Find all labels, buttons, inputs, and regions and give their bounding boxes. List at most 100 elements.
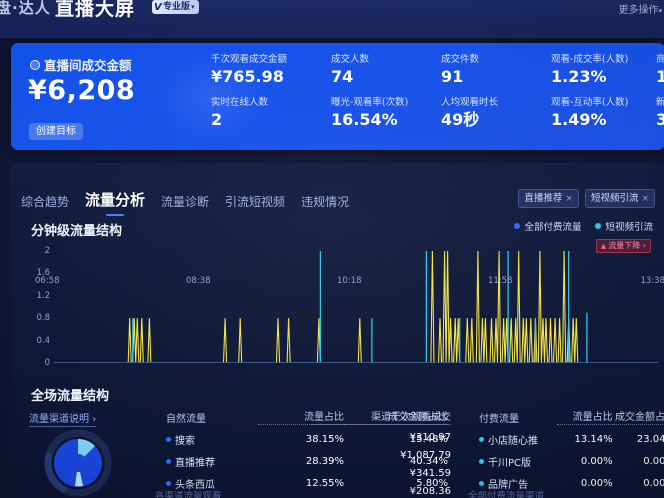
chevron-down-icon: ▾ bbox=[658, 7, 662, 15]
chart-plot-area[interactable] bbox=[54, 251, 658, 363]
kpi-metric-value: ¥765.98 bbox=[211, 67, 284, 86]
x-tick-label: 13:38 bbox=[640, 276, 664, 286]
channel-explanation-label: 流量渠道说明 bbox=[29, 414, 89, 425]
row-swatch bbox=[166, 437, 171, 442]
kpi-column-4: 观看-成交率(人数) 1.23% 观看-互动率(人数) 1.49% bbox=[551, 53, 664, 139]
y-tick-label: 0.4 bbox=[36, 335, 50, 346]
warning-triangle-icon: ▲ bbox=[600, 242, 607, 250]
kpi-column-1: 千次观看成交金额 ¥765.98 实时在线人数 2 bbox=[211, 53, 361, 139]
kpi-summary-card: 直播间成交金额 ¥6,208 创建目标 千次观看成交金额 ¥765.98 实时在… bbox=[11, 43, 664, 150]
breadcrumb[interactable]: 盘·达人 bbox=[0, 0, 51, 17]
create-goal-button[interactable]: 创建目标 bbox=[29, 123, 83, 140]
x-tick-label: 08:38 bbox=[186, 276, 211, 286]
y-tick-label: 1.6 bbox=[36, 268, 50, 279]
legend-swatch bbox=[595, 223, 602, 229]
row-swatch bbox=[166, 459, 171, 464]
kpi-metric-name: 人均观看时长 bbox=[441, 97, 499, 108]
table-row: ¥1,087.79 bbox=[311, 450, 461, 461]
table-header-row: 付费流量 流量占比 成交金额占比 bbox=[479, 408, 664, 425]
kpi-column-5-clipped: 商品曝光人数 15 新增粉丝数 3 bbox=[656, 53, 664, 139]
donut-svg bbox=[44, 429, 112, 497]
row-name: 直播推荐 bbox=[175, 458, 215, 469]
natural-traffic-table: 自然流量 流量占比 成交金额占比 搜索 38.15% 15.48% 直播推荐 2… bbox=[166, 408, 466, 498]
chip-label: 短视频引流 bbox=[590, 193, 639, 204]
table-row: 搜索 38.15% 15.48% bbox=[166, 432, 466, 447]
tab-traffic-diagnosis[interactable]: 流量诊断 bbox=[161, 195, 210, 209]
table-row: ¥341.59 bbox=[311, 468, 461, 479]
traffic-drop-alert-badge[interactable]: ▲ 流量下降 › bbox=[595, 239, 651, 253]
table-row: 小店随心推 13.14% 23.04% bbox=[479, 432, 664, 447]
kpi-metric-value: 49秒 bbox=[441, 110, 480, 129]
table-row: 直播推荐 28.39% 40.34% bbox=[166, 454, 466, 469]
close-icon[interactable]: × bbox=[565, 194, 573, 204]
flow-structure-title: 全场流量结构 bbox=[31, 389, 110, 404]
gmv-label: 直播间成交金额 bbox=[30, 55, 132, 74]
pro-version-badge[interactable]: V 专业版▾ bbox=[152, 0, 199, 14]
chevron-right-icon: › bbox=[92, 414, 97, 425]
row-share: 28.39% bbox=[305, 456, 344, 467]
legend-label: 全部付费流量 bbox=[524, 222, 582, 233]
kpi-metric-value: 1.23% bbox=[551, 67, 607, 86]
analysis-panel: 综合趋势 流量分析 流量诊断 引流短视频 违规情况 直播推荐 × 短视频引流 × 分… bbox=[11, 163, 664, 498]
kpi-metric-value: 15 bbox=[656, 67, 664, 86]
row-cpm: ¥310.97 bbox=[409, 432, 451, 443]
chart-series-直播推荐 bbox=[54, 251, 658, 363]
kpi-metric: 千次观看成交金额 ¥765.98 bbox=[211, 53, 361, 87]
kpi-metric-value: 3 bbox=[656, 110, 664, 129]
row-name: 品牌广告 bbox=[488, 480, 528, 491]
kpi-metric-name: 成交件数 bbox=[441, 54, 480, 65]
pro-badge-label: 专业版 bbox=[163, 2, 191, 12]
y-tick-label: 2 bbox=[44, 246, 50, 256]
more-actions-button[interactable]: 更多操作▾ bbox=[618, 1, 662, 16]
chart-legend: 全部付费流量 短视频引流 bbox=[514, 219, 653, 233]
chip-label: 直播推荐 bbox=[524, 193, 563, 204]
tab-short-video[interactable]: 引流短视频 bbox=[225, 195, 286, 209]
row-name: 搜索 bbox=[175, 436, 195, 447]
legend-label: 短视频引流 bbox=[605, 222, 653, 233]
channel-explanation-link[interactable]: 流量渠道说明 › bbox=[29, 410, 97, 427]
row-share: 12.55% bbox=[305, 478, 344, 489]
table-row: 头条西瓜 12.55% 5.80% bbox=[166, 476, 466, 491]
kpi-metric-name: 实时在线人数 bbox=[211, 97, 269, 108]
y-tick-label: 1.2 bbox=[36, 290, 50, 301]
gmv-label-text: 直播间成交金额 bbox=[44, 58, 132, 73]
x-tick-label: 10:18 bbox=[337, 276, 362, 286]
page-title: 直播大屏 bbox=[55, 0, 136, 20]
kpi-metric: 新增粉丝数 3 bbox=[656, 96, 664, 130]
chart-y-axis: 0 0.4 0.8 1.2 1.6 2 bbox=[30, 246, 52, 368]
kpi-metric: 成交件数 91 bbox=[441, 53, 591, 87]
col-header-natural: 自然流量 bbox=[166, 414, 206, 425]
kpi-metric-value: 16.54% bbox=[331, 110, 398, 129]
filter-chip-short-video[interactable]: 短视频引流 × bbox=[584, 189, 655, 208]
table-header-row: 渠道千次观看成交 bbox=[311, 408, 461, 425]
top-bar: 盘·达人 直播大屏 V 专业版▾ 更多操作▾ bbox=[0, 0, 664, 38]
x-tick-label: 06:58 bbox=[35, 276, 60, 286]
legend-swatch bbox=[514, 223, 521, 229]
kpi-metric-name: 千次观看成交金额 bbox=[211, 54, 288, 65]
legend-item-paid-traffic[interactable]: 全部付费流量 bbox=[514, 219, 581, 233]
filter-chip-live-recommend[interactable]: 直播推荐 × bbox=[518, 189, 579, 208]
tab-bar: 综合趋势 流量分析 流量诊断 引流短视频 违规情况 bbox=[21, 189, 349, 216]
kpi-metric-name: 商品曝光人数 bbox=[656, 54, 664, 65]
y-tick-label: 0.8 bbox=[36, 313, 50, 324]
paid-traffic-table: 付费流量 流量占比 成交金额占比 小店随心推 13.14% 23.04% 千川P… bbox=[479, 408, 664, 498]
tab-traffic-analysis[interactable]: 流量分析 bbox=[85, 189, 145, 216]
tab-violations[interactable]: 违规情况 bbox=[301, 195, 350, 209]
filter-chip-group: 直播推荐 × 短视频引流 × bbox=[518, 189, 655, 208]
kpi-metric: 实时在线人数 2 bbox=[211, 96, 361, 130]
close-icon[interactable]: × bbox=[641, 194, 649, 204]
kpi-metric-value: 91 bbox=[441, 67, 464, 86]
footer-link-paid[interactable]: 全部付费流量渠道 bbox=[468, 491, 545, 498]
tab-comprehensive-trend[interactable]: 综合趋势 bbox=[21, 195, 70, 209]
more-actions-label: 更多操作 bbox=[618, 5, 659, 16]
kpi-metric-name: 观看-互动率(人数) bbox=[551, 97, 629, 108]
legend-item-short-video[interactable]: 短视频引流 bbox=[595, 219, 653, 233]
traffic-donut-chart[interactable] bbox=[39, 429, 117, 497]
row-gmv-share: 5.80% bbox=[416, 478, 448, 489]
kpi-column-2: 成交人数 74 曝光-观看率(次数) 16.54% bbox=[331, 53, 481, 139]
footer-link-natural[interactable]: 各渠道流量观看 bbox=[155, 491, 222, 498]
row-cpm: ¥208.36 bbox=[409, 486, 451, 497]
row-name: 千川PC版 bbox=[488, 458, 532, 469]
kpi-metric-value: 1.49% bbox=[551, 110, 607, 129]
minute-traffic-chart: 0 0.4 0.8 1.2 1.6 2 bbox=[30, 246, 658, 368]
